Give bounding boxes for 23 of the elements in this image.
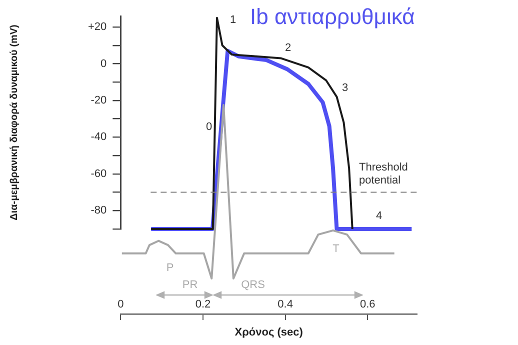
annotation: 4 [376,210,382,222]
y-tick-label: -40 [90,131,107,144]
chart-title: Ib αντιαρρυθμικά [250,4,416,30]
y-tick-label: -80 [90,204,107,217]
annotation: T [332,243,340,256]
x-tick-label: 0.4 [278,298,293,310]
annotation: PR [182,279,198,292]
y-tick-label: +20 [88,21,107,34]
annotation: QRS [241,279,265,292]
annotation: 3 [342,82,348,94]
x-tick-label: 0.2 [195,298,211,310]
x-tick-label: 0.6 [360,298,376,310]
x-axis-title: Χρόνος (sec) [234,326,304,339]
annotation: 2 [284,42,292,54]
y-tick-label: 0 [100,58,107,70]
y-tick-label: -60 [90,168,107,180]
annotation: P [166,262,174,274]
x-tick-label: 0 [118,298,124,310]
y-tick-label: -20 [90,94,107,106]
ref-line-label: Threshold potential [359,161,408,186]
y-axis-title: Δια-μεμβρανική διαφορά δυναμικού (mV) [8,24,20,220]
annotation: 1 [230,14,236,26]
annotation: 0 [206,121,212,134]
